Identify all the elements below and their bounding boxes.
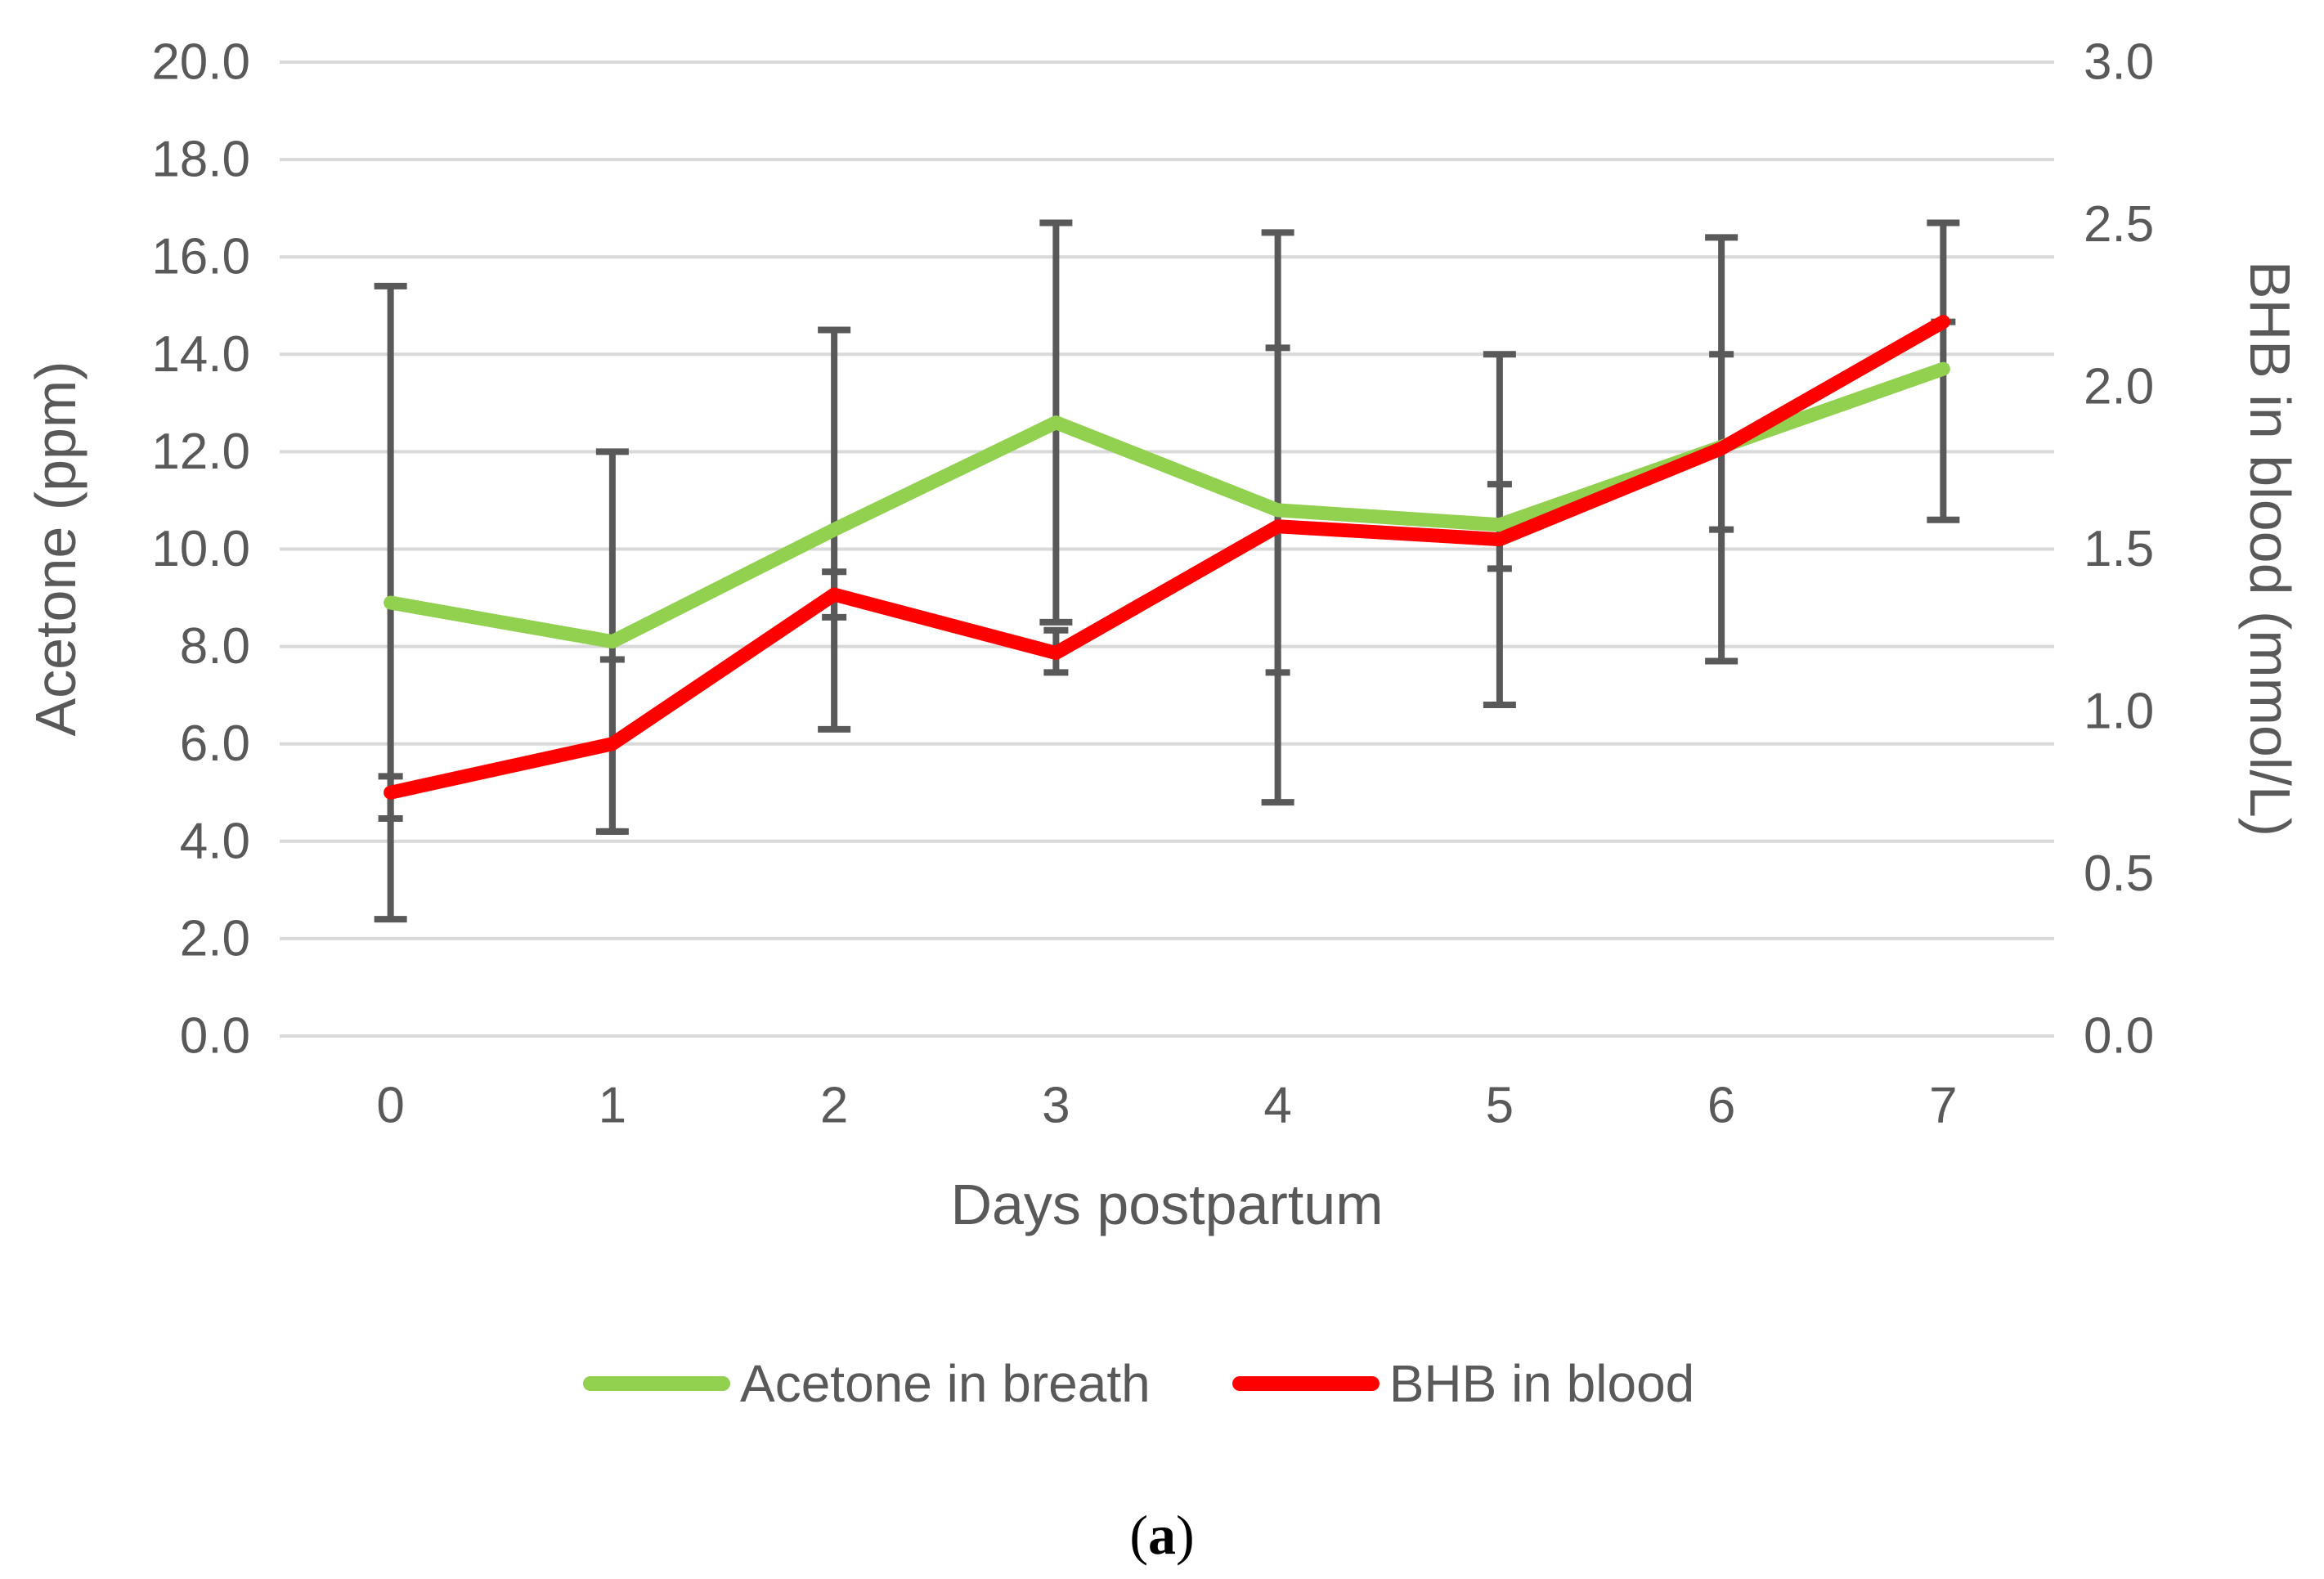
left-y-tick-label: 6.0: [180, 715, 250, 772]
x-tick-label: 0: [376, 1078, 404, 1134]
legend-label-acetone: Acetone in breath: [740, 1354, 1151, 1413]
legend-label-bhb: BHB in blood: [1389, 1354, 1695, 1413]
x-tick-label: 6: [1707, 1078, 1735, 1134]
x-axis-tick-labels: 0 1 2 3 4 5 6 7: [376, 1078, 1957, 1134]
bhb-line: [384, 315, 1950, 800]
left-y-axis-title: Acetone (ppm): [24, 361, 87, 737]
left-y-tick-label: 8.0: [180, 618, 250, 675]
x-tick-label: 1: [599, 1078, 626, 1134]
left-y-tick-label: 12.0: [151, 424, 250, 480]
left-y-tick-label: 4.0: [180, 813, 250, 869]
right-y-tick-label: 3.0: [2084, 34, 2154, 91]
right-y-tick-label: 1.5: [2084, 521, 2154, 577]
right-y-axis-title: BHB in blood (mmol/L): [2238, 260, 2302, 837]
left-y-tick-label: 14.0: [151, 326, 250, 383]
right-y-tick-label: 0.5: [2084, 846, 2154, 902]
legend: Acetone in breath BHB in blood: [583, 1349, 1694, 1418]
caption-letter: a: [1148, 1504, 1176, 1566]
legend-item-acetone: Acetone in breath: [583, 1353, 1151, 1414]
left-axis-tick-labels: 0.0 2.0 4.0 6.0 8.0 10.0 12.0 14.0 16.0 18.0 20.0: [151, 34, 250, 1065]
x-tick-label: 4: [1263, 1078, 1291, 1134]
subfigure-caption: (a): [0, 1503, 2324, 1568]
right-y-tick-label: 1.0: [2084, 684, 2154, 740]
right-axis-tick-labels: 0.0 0.5 1.0 1.5 2.0 2.5 3.0: [2084, 34, 2154, 1065]
left-y-tick-label: 2.0: [180, 910, 250, 967]
bhb-line-swatch: [1232, 1376, 1380, 1391]
gridlines: [280, 61, 2054, 1038]
left-y-tick-label: 18.0: [151, 132, 250, 188]
right-y-tick-label: 2.0: [2084, 359, 2154, 415]
legend-item-bhb: BHB in blood: [1232, 1353, 1695, 1414]
x-tick-label: 3: [1042, 1078, 1070, 1134]
left-y-tick-label: 0.0: [180, 1008, 250, 1065]
caption-close-paren: ): [1176, 1504, 1195, 1566]
x-tick-label: 5: [1486, 1078, 1514, 1134]
acetone-line: [384, 361, 1950, 649]
x-tick-label: 7: [1929, 1078, 1957, 1134]
left-y-tick-label: 10.0: [151, 521, 250, 577]
x-tick-label: 2: [820, 1078, 848, 1134]
acetone-line-swatch: [583, 1376, 730, 1391]
x-axis-title: Days postpartum: [950, 1173, 1384, 1236]
right-y-tick-label: 0.0: [2084, 1008, 2154, 1065]
left-y-tick-label: 16.0: [151, 229, 250, 285]
right-y-tick-label: 2.5: [2084, 196, 2154, 253]
caption-open-paren: (: [1129, 1504, 1148, 1566]
left-y-tick-label: 20.0: [151, 34, 250, 91]
